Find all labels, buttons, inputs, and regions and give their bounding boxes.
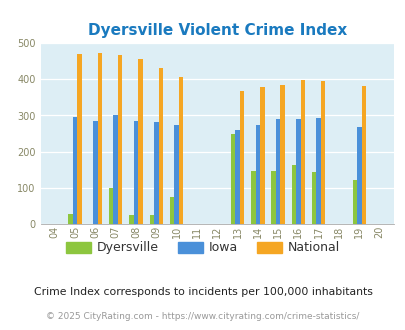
Bar	[113, 115, 118, 224]
Bar	[129, 214, 134, 224]
Bar	[275, 119, 279, 224]
Bar	[134, 121, 138, 224]
Bar	[255, 124, 260, 224]
Bar	[109, 188, 113, 224]
Bar	[170, 197, 174, 224]
Bar	[311, 172, 316, 224]
Bar	[93, 121, 98, 224]
Bar	[316, 118, 320, 224]
Bar	[138, 59, 142, 224]
Bar	[300, 80, 305, 224]
Bar	[361, 86, 365, 224]
Bar	[98, 53, 102, 224]
Bar	[149, 215, 154, 224]
Bar	[279, 85, 284, 224]
Bar	[239, 91, 244, 224]
Bar	[230, 134, 234, 224]
Bar	[352, 180, 356, 224]
Bar	[259, 87, 264, 224]
Bar	[250, 171, 255, 224]
Bar	[77, 54, 81, 224]
Bar	[174, 124, 178, 224]
Bar	[320, 82, 325, 224]
Bar	[291, 164, 295, 224]
Text: Crime Index corresponds to incidents per 100,000 inhabitants: Crime Index corresponds to incidents per…	[34, 287, 371, 297]
Title: Dyersville Violent Crime Index: Dyersville Violent Crime Index	[87, 22, 346, 38]
Bar	[235, 130, 239, 224]
Bar	[68, 214, 73, 224]
Bar	[271, 171, 275, 224]
Text: © 2025 CityRating.com - https://www.cityrating.com/crime-statistics/: © 2025 CityRating.com - https://www.city…	[46, 312, 359, 321]
Bar	[118, 55, 122, 224]
Bar	[356, 127, 361, 224]
Bar	[158, 68, 162, 224]
Bar	[154, 122, 158, 224]
Legend: Dyersville, Iowa, National: Dyersville, Iowa, National	[60, 236, 345, 259]
Bar	[178, 77, 183, 224]
Bar	[73, 117, 77, 224]
Bar	[296, 119, 300, 224]
